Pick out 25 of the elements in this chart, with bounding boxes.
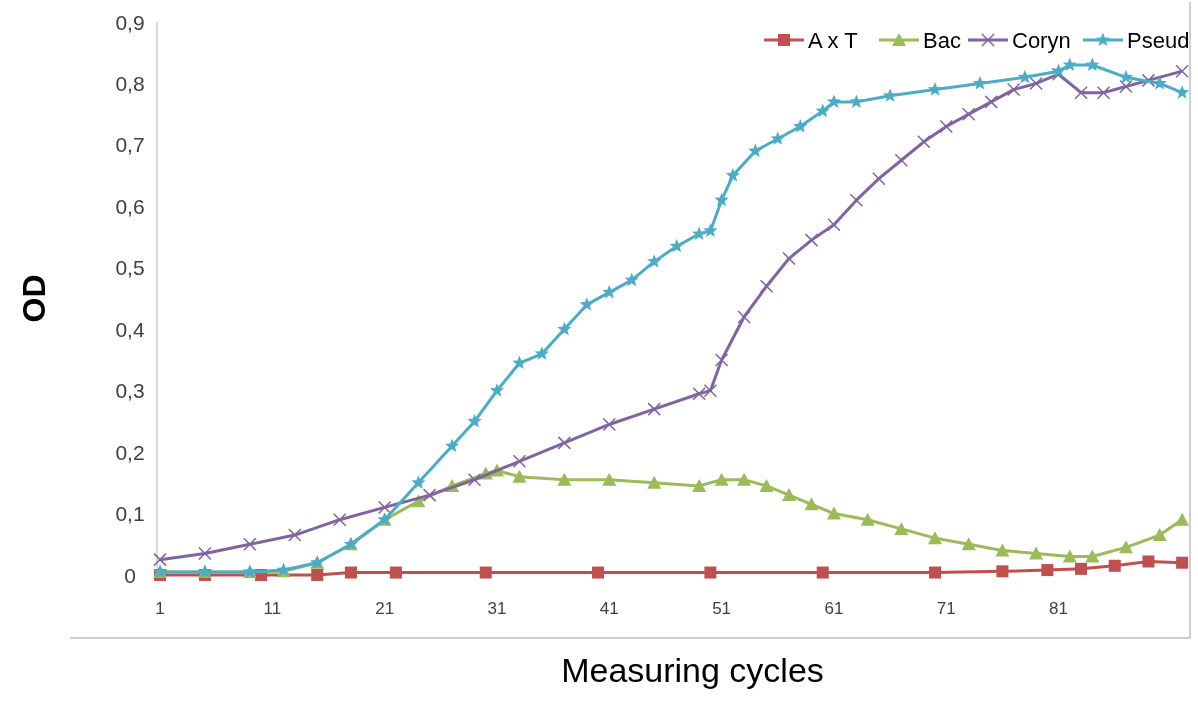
y-tick-label: 0,4 xyxy=(115,317,145,341)
legend-label: A x T xyxy=(808,27,858,53)
legend-label: Pseud xyxy=(1127,27,1190,53)
x-tick-label: 21 xyxy=(375,598,395,618)
y-axis-title: OD xyxy=(16,274,52,323)
y-tick-label: 0,8 xyxy=(115,71,145,95)
x-axis-title: Measuring cycles xyxy=(561,651,824,689)
x-tick-label: 41 xyxy=(599,598,619,618)
y-tick-label: 0,6 xyxy=(115,194,145,218)
y-tick-label: 0,5 xyxy=(115,256,145,280)
legend-label: Bac xyxy=(923,27,961,53)
x-tick-label: 31 xyxy=(487,598,507,618)
y-tick-label: 0,7 xyxy=(115,133,145,157)
x-tick-label: 51 xyxy=(712,598,732,618)
y-tick-label: 0 xyxy=(124,563,136,587)
x-tick-label: 81 xyxy=(1049,598,1069,618)
y-tick-label: 0,1 xyxy=(115,502,145,526)
y-tick-label: 0,9 xyxy=(115,10,145,34)
x-tick-label: 11 xyxy=(263,598,282,618)
legend-label: Coryn xyxy=(1012,27,1071,53)
x-tick-label: 61 xyxy=(824,598,844,618)
x-tick-label: 71 xyxy=(936,598,956,618)
x-tick-label: 1 xyxy=(155,598,165,618)
y-tick-label: 0,2 xyxy=(115,440,145,464)
y-tick-label: 0,3 xyxy=(115,379,145,403)
